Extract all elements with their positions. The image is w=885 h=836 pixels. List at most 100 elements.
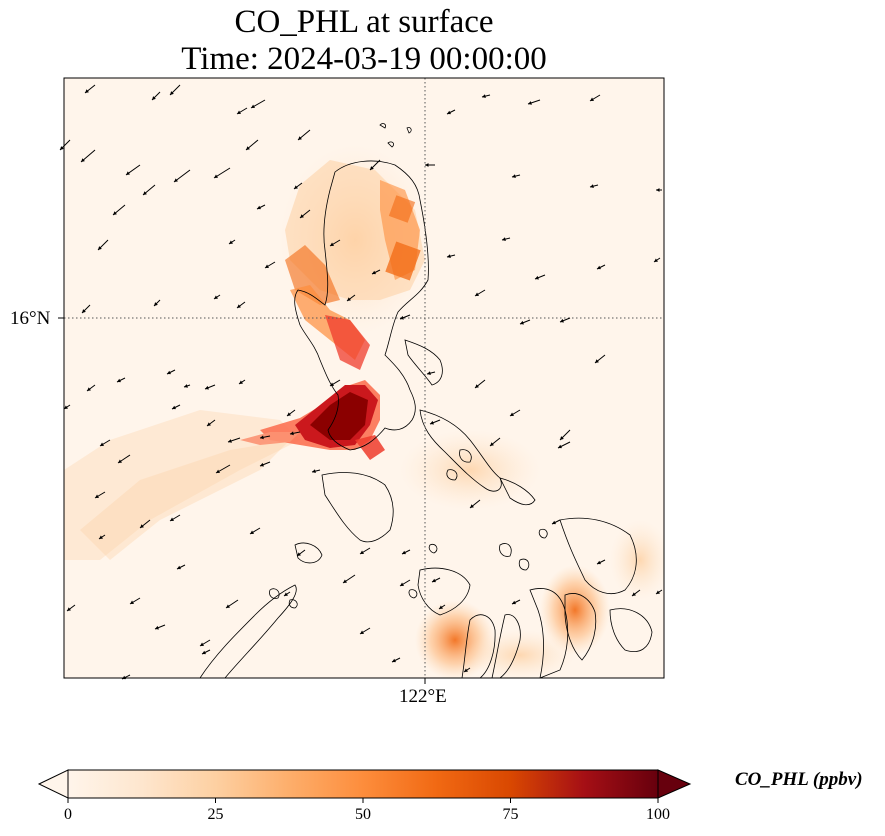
wind-vector-head: [312, 469, 316, 474]
wind-vector-head: [228, 439, 232, 443]
wind-vector-head: [490, 442, 494, 446]
wind-vector-head: [512, 174, 516, 179]
wind-vector-head: [528, 101, 532, 105]
wind-vector-head: [207, 422, 211, 426]
wind-vector-head: [656, 188, 660, 192]
wind-vector-head: [482, 94, 486, 99]
wind-vector-head: [590, 97, 594, 101]
wind-vector-head: [300, 214, 304, 218]
wind-vector-head: [246, 146, 250, 150]
wind-vector-head: [290, 431, 294, 436]
wind-vector-head: [64, 405, 68, 409]
lon-tick-label: 122°E: [399, 686, 447, 707]
wind-vector-head: [82, 309, 86, 313]
wind-vector-head: [113, 211, 117, 215]
wind-vector-head: [200, 642, 204, 646]
wind-vector-head: [392, 658, 396, 663]
map-frame: [63, 77, 665, 679]
wind-vector-head: [154, 302, 158, 306]
wind-vector-head: [447, 254, 451, 259]
wind-vector-head: [155, 625, 159, 630]
wind-vector-head: [360, 630, 364, 634]
map-title: CO_PHL at surface: [234, 4, 494, 40]
wind-vector-head: [402, 550, 406, 555]
wind-vector-head: [520, 320, 524, 325]
wind-vector-head: [632, 592, 636, 596]
wind-vectors: [59, 84, 663, 680]
wind-vector-head: [174, 178, 178, 182]
wind-vector-head: [81, 158, 85, 162]
colorbar-tick-25: 25: [207, 806, 224, 823]
colorbar-max-extend: [657, 769, 692, 799]
wind-vector-head: [284, 592, 288, 596]
wind-vector-head: [250, 530, 254, 534]
wind-vector-head: [370, 166, 374, 170]
wind-vector-head: [560, 436, 564, 440]
wind-vector-head: [464, 668, 468, 672]
wind-vector-head: [475, 384, 479, 388]
gridlines: [64, 78, 664, 678]
wind-vector-head: [170, 91, 174, 95]
wind-vector-head: [512, 600, 516, 605]
map-panel: [58, 77, 665, 684]
wind-vector-head: [597, 265, 601, 270]
colorbar-units-label: CO_PHL (ppbv): [735, 769, 863, 790]
wind-vector-head: [98, 246, 102, 250]
wind-vector-head: [330, 242, 334, 246]
lat-tick-label: 16°N: [10, 308, 51, 329]
wind-vector-head: [87, 387, 91, 391]
wind-vector-head: [214, 174, 218, 178]
wind-vector-head: [558, 444, 562, 449]
wind-vector-head: [400, 315, 404, 320]
wind-vector-head: [595, 359, 599, 363]
wind-vector-head: [260, 435, 264, 440]
concentration-field: [64, 145, 664, 678]
wind-vector-head: [287, 412, 291, 416]
wind-vector-head: [294, 185, 298, 189]
colorbar-tick-75: 75: [502, 806, 519, 823]
wind-vector-head: [239, 380, 243, 384]
wind-vector-head: [205, 385, 209, 390]
wind-vector-head: [251, 104, 255, 108]
wind-vector-head: [552, 520, 556, 525]
wind-vector-head: [439, 605, 443, 609]
wind-vector-head: [475, 292, 479, 296]
wind-vector-head: [140, 524, 144, 528]
wind-vector-head: [427, 371, 431, 376]
wind-vector-head: [177, 565, 181, 570]
wind-vector-head: [170, 517, 174, 521]
wind-vector-head: [656, 590, 660, 594]
wind-vector-head: [202, 650, 206, 655]
wind-vector-head: [99, 535, 103, 539]
wind-vector-head: [400, 582, 404, 586]
wind-vector-head: [260, 462, 264, 467]
wind-vector-head: [654, 258, 658, 262]
wind-vector-head: [172, 405, 176, 410]
wind-vector-head: [432, 578, 436, 583]
wind-vector-head: [425, 163, 429, 167]
wind-vector-head: [590, 184, 594, 189]
wind-vector-head: [372, 270, 376, 275]
wind-vector-head: [502, 237, 506, 242]
colorbar-min-extend: [37, 769, 69, 799]
wind-vector-head: [67, 607, 71, 611]
wind-vector-head: [184, 384, 188, 388]
map-time-subtitle: Time: 2024-03-19 00:00:00: [181, 41, 547, 77]
wind-vector-head: [560, 318, 564, 323]
wind-vector-head: [60, 146, 64, 150]
wind-vector-head: [167, 370, 171, 375]
wind-vector-head: [237, 304, 241, 308]
wind-vector-head: [237, 110, 241, 114]
wind-vector-head: [297, 552, 301, 556]
wind-vector-head: [117, 378, 121, 383]
colorbar: [37, 769, 692, 803]
wind-vector-head: [510, 412, 514, 416]
wind-vector-head: [216, 469, 220, 473]
wind-vector-head: [85, 89, 89, 93]
wind-vector-head: [298, 136, 302, 140]
colorbar-tick-50: 50: [355, 806, 371, 823]
wind-vector-head: [95, 494, 99, 498]
wind-vector-head: [470, 504, 474, 508]
wind-vector-head: [229, 240, 233, 244]
wind-vector-head: [597, 560, 601, 565]
